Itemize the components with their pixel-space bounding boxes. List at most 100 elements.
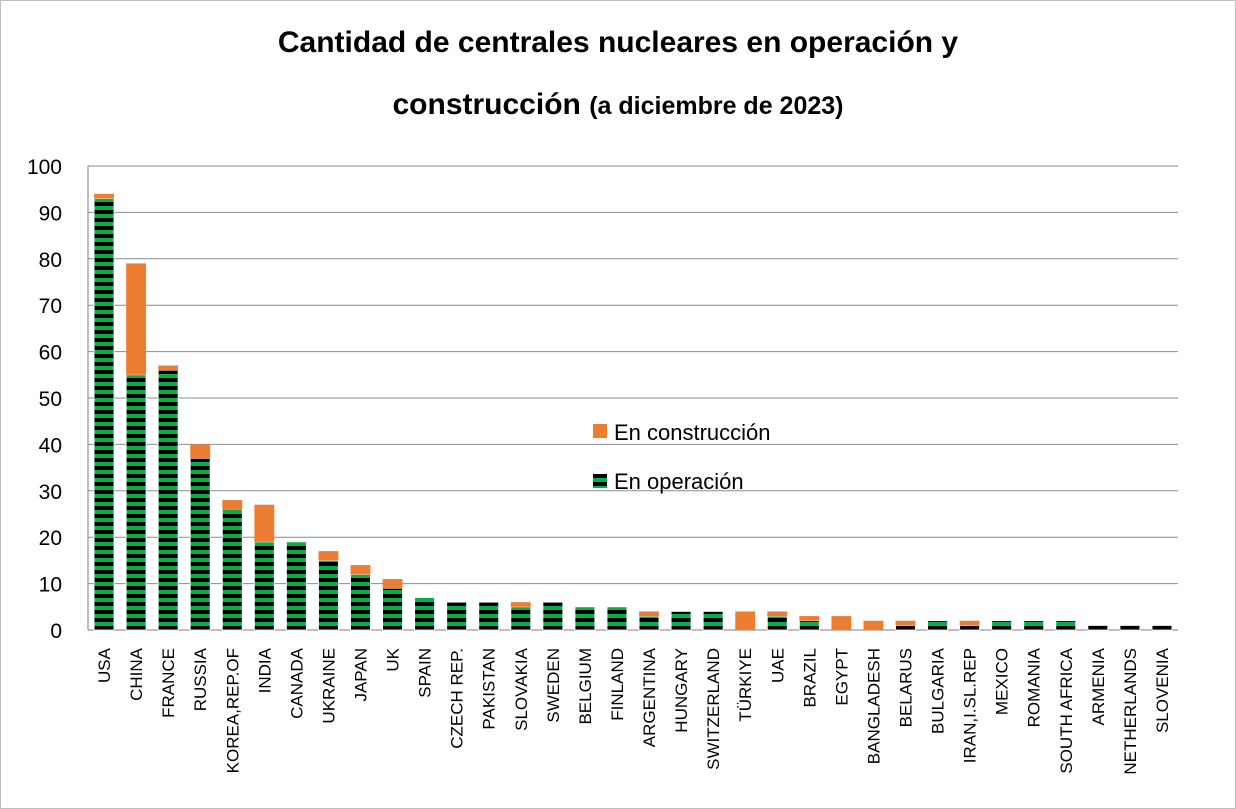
legend-swatch-operacion <box>593 474 607 488</box>
bar-en-operacion <box>574 606 596 631</box>
y-tick-label: 10 <box>39 574 62 597</box>
x-tick-label: ARMENIA <box>1089 647 1108 725</box>
x-tick-label: SOUTH AFRICA <box>1057 647 1076 773</box>
x-tick-label: UK <box>384 647 403 671</box>
bar-en-operacion <box>510 606 532 631</box>
bar-en-construccion <box>158 365 179 371</box>
x-tick-label: HUNGARY <box>672 648 691 733</box>
bar-en-operacion <box>927 620 948 631</box>
bar-en-operacion <box>446 601 468 631</box>
x-tick-label: RUSSIA <box>191 647 210 711</box>
bar-en-operacion <box>766 615 788 631</box>
y-tick-label: 40 <box>39 434 62 457</box>
x-tick-label: BELGIUM <box>576 648 595 725</box>
chart-title: Cantidad de centrales nucleares en opera… <box>277 26 959 59</box>
y-tick-label: 80 <box>39 249 62 272</box>
bar-en-operacion <box>286 541 307 631</box>
bar-en-operacion <box>253 541 275 631</box>
bar-en-construccion <box>350 565 371 575</box>
bar-en-operacion <box>350 573 371 631</box>
bar-en-operacion <box>991 620 1013 631</box>
x-axis: USA CHINA FRANCE RUSSIA KOREA,REP.OF INDIA CAN… <box>95 647 1172 774</box>
bar-en-construccion <box>767 611 788 617</box>
bar-en-construccion <box>318 551 339 561</box>
legend-label-operacion: En operación <box>614 469 744 494</box>
bar-en-construccion <box>735 611 756 630</box>
y-tick-label: 50 <box>39 388 62 411</box>
x-tick-label: UAE <box>768 648 787 683</box>
bar-en-construccion <box>863 620 884 630</box>
x-tick-label: IRAN,I.SL.REP <box>961 648 980 763</box>
x-tick-label: FINLAND <box>608 648 627 721</box>
bar-en-construccion <box>831 616 852 630</box>
bar-en-operacion <box>1055 620 1077 631</box>
bar-en-operacion <box>157 369 179 631</box>
bar-en-operacion <box>1087 624 1109 631</box>
bar-en-construccion <box>510 602 531 607</box>
bar-en-operacion <box>1119 624 1141 631</box>
bar-en-operacion <box>189 457 211 631</box>
chart-title-line2: construcción (a diciembre de 2023) <box>0 88 1236 122</box>
bar-en-operacion <box>895 624 916 631</box>
x-tick-label: JAPAN <box>352 648 371 702</box>
x-tick-label: CZECH REP. <box>448 648 467 749</box>
bar-en-construccion <box>959 620 980 626</box>
x-tick-label: ROMANIA <box>1025 647 1044 727</box>
x-tick-label: PAKISTAN <box>480 648 499 730</box>
y-axis: 0 10 20 30 40 50 60 70 80 90 100 <box>27 156 89 643</box>
bar-en-operacion <box>670 611 692 631</box>
y-tick-label: 0 <box>50 620 62 643</box>
bar-en-construccion <box>895 620 916 626</box>
bar-en-construccion <box>382 578 403 589</box>
x-tick-label: BELARUS <box>897 648 916 727</box>
y-tick-label: 30 <box>39 481 62 504</box>
y-tick-label: 70 <box>39 295 62 318</box>
bar-en-operacion <box>798 620 820 631</box>
x-tick-label: EGYPT <box>832 648 851 706</box>
bar-en-operacion <box>125 374 147 631</box>
legend-swatch-construccion <box>593 424 607 438</box>
x-tick-label: USA <box>95 647 114 683</box>
x-tick-label: SWITZERLAND <box>704 648 723 770</box>
bar-en-construccion <box>254 504 275 542</box>
y-tick-label: 100 <box>27 156 62 179</box>
x-tick-label: NETHERLANDS <box>1121 648 1140 775</box>
chart-subtitle: (a diciembre de 2023) <box>589 92 844 120</box>
bar-en-construccion <box>222 500 243 510</box>
x-tick-label: SLOVAKIA <box>512 647 531 730</box>
bar-en-operacion <box>478 601 500 631</box>
x-tick-label: CHINA <box>127 647 146 701</box>
bar-en-operacion <box>414 597 435 631</box>
legend: En construcción En operación <box>593 420 771 494</box>
y-tick-label: 90 <box>39 202 62 225</box>
x-tick-label: FRANCE <box>159 648 178 718</box>
x-tick-label: CANADA <box>287 647 306 719</box>
legend-label-construccion: En construcción <box>614 420 771 445</box>
bar-en-operacion <box>221 508 243 631</box>
x-tick-label: TÜRKIYE <box>736 648 755 722</box>
x-tick-label: KOREA,REP.OF <box>223 648 242 773</box>
x-tick-label: MEXICO <box>993 648 1012 715</box>
bars <box>93 193 1173 631</box>
bar-en-construccion <box>799 616 820 621</box>
x-tick-label: BULGARIA <box>929 647 948 734</box>
bar-en-construccion <box>94 193 114 199</box>
y-tick-label: 60 <box>39 342 62 365</box>
bar-en-construccion <box>639 611 659 617</box>
bar-en-operacion <box>542 601 564 631</box>
bar-en-operacion <box>318 560 339 631</box>
x-tick-label: INDIA <box>255 647 274 693</box>
x-tick-label: SWEDEN <box>544 648 563 723</box>
x-tick-label: SPAIN <box>416 648 435 698</box>
bar-en-operacion <box>382 587 403 631</box>
bar-en-operacion <box>1023 620 1045 631</box>
bar-en-operacion <box>638 615 660 631</box>
x-tick-label: ARGENTINA <box>640 647 659 747</box>
bar-en-operacion <box>606 606 628 631</box>
bar-en-operacion <box>702 611 724 631</box>
chart-title-main: construcción <box>392 88 581 121</box>
gridlines <box>88 165 1178 631</box>
x-tick-label: SLOVENIA <box>1153 647 1172 733</box>
